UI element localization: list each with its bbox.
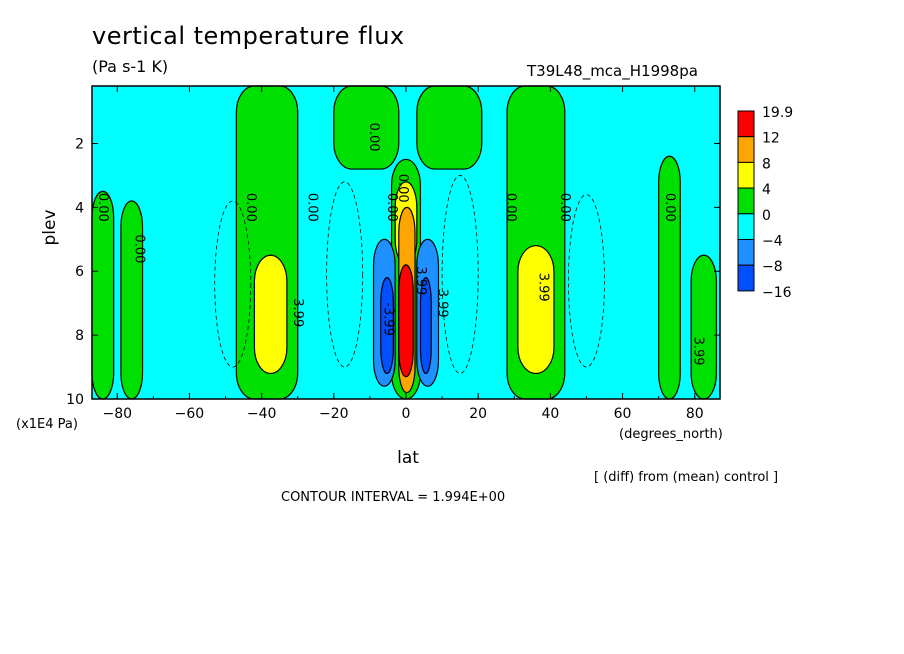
legend-label-5: −4 xyxy=(762,234,783,250)
legend-label-7: −16 xyxy=(762,285,792,301)
xtick-label-3: −20 xyxy=(319,406,349,422)
y-axis-unit: (x1E4 Pa) xyxy=(16,417,78,432)
contour-label-2: 0.00 xyxy=(243,193,258,222)
xtick-label-0: −80 xyxy=(102,406,132,422)
contour-label-12: 3.99 xyxy=(434,289,449,318)
contour-region-eq-red xyxy=(398,264,414,378)
contour-label-11: 3.99 xyxy=(290,298,305,327)
contour-label-14: -3.99 xyxy=(380,302,395,336)
contour-label-0: 0.00 xyxy=(95,193,110,222)
contour-region-top-central-n xyxy=(416,85,483,170)
contour-label-6: 0.00 xyxy=(395,174,410,203)
xtick-label-5: 20 xyxy=(469,406,487,422)
legend-swatch-2 xyxy=(737,161,755,189)
contour-label-8: 0.00 xyxy=(557,193,572,222)
ytick-label-4: 10 xyxy=(66,392,84,408)
legend-swatch-5 xyxy=(737,239,755,266)
legend-label-0: 19.9 xyxy=(762,105,793,121)
contour-region-sh-eq-dark xyxy=(380,277,394,375)
x-axis-unit: (degrees_north) xyxy=(619,427,723,442)
chart-units: (Pa s-1 K) xyxy=(92,57,169,76)
legend-label-4: 0 xyxy=(762,208,771,224)
xtick-label-2: −40 xyxy=(247,406,277,422)
contour-label-1: 0.00 xyxy=(131,234,146,263)
contour-label-7: 0.00 xyxy=(503,193,518,222)
legend-swatch-3 xyxy=(737,187,755,215)
contour-region-nh-midlat-core xyxy=(517,245,555,375)
ytick-label-0: 2 xyxy=(75,136,84,152)
ytick-label-3: 8 xyxy=(75,328,84,344)
contour-region-sh-polar-column-2 xyxy=(120,200,144,400)
negative-contour-3 xyxy=(441,175,479,374)
xtick-label-4: 0 xyxy=(402,406,411,422)
negative-contour-0 xyxy=(214,200,252,368)
x-axis-label: lat xyxy=(397,448,419,468)
contour-label-13: 3.99 xyxy=(536,273,551,302)
y-axis-label: plev xyxy=(40,209,60,245)
contour-label-15: 3.99 xyxy=(413,266,428,295)
xtick-label-7: 60 xyxy=(614,406,632,422)
contour-label-3: 0.00 xyxy=(305,193,320,222)
legend-swatch-4 xyxy=(737,213,755,241)
xtick-label-6: 40 xyxy=(541,406,559,422)
contour-label-5: 0.00 xyxy=(384,193,399,222)
legend-label-1: 12 xyxy=(762,131,780,147)
contour-interval: CONTOUR INTERVAL = 1.994E+00 xyxy=(281,490,506,505)
legend-swatch-0 xyxy=(737,110,755,138)
legend-label-6: −8 xyxy=(762,259,783,275)
run-id: T39L48_mca_H1998pa xyxy=(527,62,698,80)
contour-region-sh-polar-column xyxy=(91,190,115,400)
contour-label-10: 3.99 xyxy=(691,337,706,366)
contour-region-nh-eq-dark xyxy=(419,277,432,375)
legend-label-2: 8 xyxy=(762,156,771,172)
ytick-label-2: 6 xyxy=(75,264,84,280)
contour-region-sh-midlat-core xyxy=(253,254,288,375)
legend-swatch-1 xyxy=(737,136,755,163)
contour-region-nh-polar-2 xyxy=(690,254,717,400)
xtick-label-8: 80 xyxy=(686,406,704,422)
contour-label-4: 0.00 xyxy=(366,123,381,152)
legend-label-3: 4 xyxy=(762,182,771,198)
negative-contour-1 xyxy=(326,181,364,368)
negative-contour-2 xyxy=(568,194,605,368)
chart-title: vertical temperature flux xyxy=(92,22,405,50)
diff-note: [ (diff) from (mean) control ] xyxy=(594,470,779,485)
legend-swatch-6 xyxy=(737,264,755,292)
ytick-label-1: 4 xyxy=(75,200,84,216)
xtick-label-1: −60 xyxy=(175,406,205,422)
contour-label-9: 0.00 xyxy=(662,193,677,222)
